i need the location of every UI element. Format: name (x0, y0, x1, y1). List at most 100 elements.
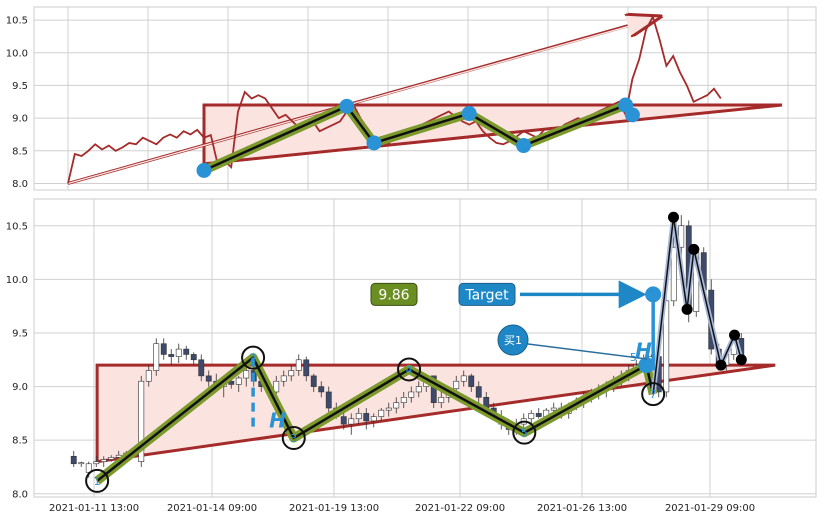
candle-body (460, 375, 467, 382)
top-panel: 8.0 8.5 9.0 9.5 10.0 10.5 (6, 6, 817, 191)
candle-body (235, 377, 242, 385)
bottom-xtick-label: 2021-01-19 13:00 (289, 503, 379, 514)
candle-body (310, 375, 317, 387)
pivot-label: 3 (290, 432, 297, 445)
candle-body (408, 391, 415, 398)
top-ytick-label: 9.0 (12, 114, 28, 125)
candle-body (93, 461, 100, 465)
candle-body (535, 413, 542, 417)
candle-body (145, 370, 152, 382)
tail-dot (729, 329, 741, 341)
bottom-ytick-label: 9.5 (12, 328, 28, 339)
candle-body (348, 418, 355, 425)
candle-body (670, 246, 677, 302)
bottom-ytick-label: 10.5 (6, 221, 28, 232)
candle-body (550, 407, 557, 411)
target-value: 9.86 (378, 287, 409, 303)
target-value-box (370, 282, 418, 306)
top-trend-arrow-inner (67, 19, 652, 185)
buy-pointer (527, 343, 648, 360)
top-pivot-dot (196, 162, 212, 178)
pivot-ring (512, 420, 537, 445)
bottom-panel: 8.0 8.5 9.0 9.5 10.0 10.5 2021-01-11 13:00 2021… (6, 198, 817, 514)
bottom-ytick-label: 9.0 (12, 382, 28, 393)
candle-body (108, 457, 115, 460)
candle-body (318, 386, 325, 393)
candle-body (205, 375, 212, 382)
bottom-xtick-label: 2021-01-29 09:00 (665, 503, 755, 514)
top-ytick-label: 8.5 (12, 146, 28, 157)
candle-body (468, 375, 475, 387)
target-dot (645, 286, 662, 303)
candle-body (385, 407, 392, 411)
pivot-ring (397, 357, 422, 382)
candle-body (273, 380, 280, 393)
top-pivot-dot (461, 106, 477, 122)
top-ytick-label: 9.5 (12, 81, 28, 92)
candle-body (303, 359, 310, 377)
h-marker-label: H (269, 408, 286, 432)
pivot-ring (241, 345, 266, 370)
candle-body (295, 359, 302, 371)
top-ytick-label: 10.0 (6, 48, 28, 59)
candle-body (528, 413, 535, 420)
candle-body (153, 343, 160, 371)
pivot-ring (281, 426, 306, 451)
top-ytick-label: 8.0 (12, 179, 28, 190)
candle-body (175, 348, 182, 357)
pivot-ring (85, 468, 110, 493)
candle-body (325, 391, 332, 409)
bottom-xtick-label: 2021-01-26 13:00 (537, 503, 627, 514)
pivot-blue-dot (638, 357, 655, 374)
tail-dot (715, 359, 727, 371)
candle-body (280, 375, 287, 382)
top-ytick-label: 10.5 (6, 16, 28, 27)
tail-dot (735, 354, 747, 366)
bottom-xtick-label: 2021-01-22 09:00 (415, 503, 505, 514)
candle-body (78, 462, 85, 465)
pivot-label: 4 (406, 363, 413, 376)
candle-body (288, 370, 295, 377)
tail-dot (688, 243, 700, 255)
candle-body (393, 402, 400, 409)
candle-body (183, 348, 190, 355)
top-pivot-dot (516, 138, 532, 154)
candle-body (190, 354, 197, 361)
candle-body (453, 380, 460, 390)
top-pivot-dot (339, 98, 355, 114)
pivot-label: 2 (250, 352, 257, 365)
candle-body (100, 459, 107, 462)
candle-body (355, 413, 362, 420)
candle-body (138, 380, 145, 462)
target-label: Target (464, 287, 509, 303)
pivot-label: 1 (94, 475, 101, 488)
candle-body (228, 380, 235, 385)
top-pivot-dot (366, 135, 382, 151)
candle-body (475, 386, 482, 398)
bottom-xtick-label: 2021-01-11 13:00 (49, 503, 139, 514)
bottom-ytick-label: 10.0 (6, 275, 28, 286)
buy-badge (497, 324, 529, 356)
bottom-xtick-label: 2021-01-14 09:00 (167, 503, 257, 514)
tail-dot (681, 303, 693, 315)
candle-body (160, 343, 167, 355)
pivot-ring (641, 382, 666, 407)
candle-body (243, 370, 250, 379)
candle-body (340, 416, 347, 425)
pivot-label: 7 (650, 388, 657, 401)
pivot-label: 5 (521, 427, 528, 440)
candle-body (378, 409, 385, 417)
buy-label: 买1 (504, 334, 522, 347)
target-box (458, 282, 516, 306)
h-marker-label: H (635, 339, 652, 363)
candle-body (70, 455, 77, 465)
top-triangle (202, 103, 783, 166)
candle-body (370, 416, 377, 422)
bottom-ytick-label: 8.0 (12, 489, 28, 500)
candle-body (415, 386, 422, 393)
top-panel-frame (33, 6, 817, 191)
bottom-ytick-label: 8.5 (12, 436, 28, 447)
top-pivot-dot (624, 107, 640, 123)
candle-body (400, 397, 407, 403)
